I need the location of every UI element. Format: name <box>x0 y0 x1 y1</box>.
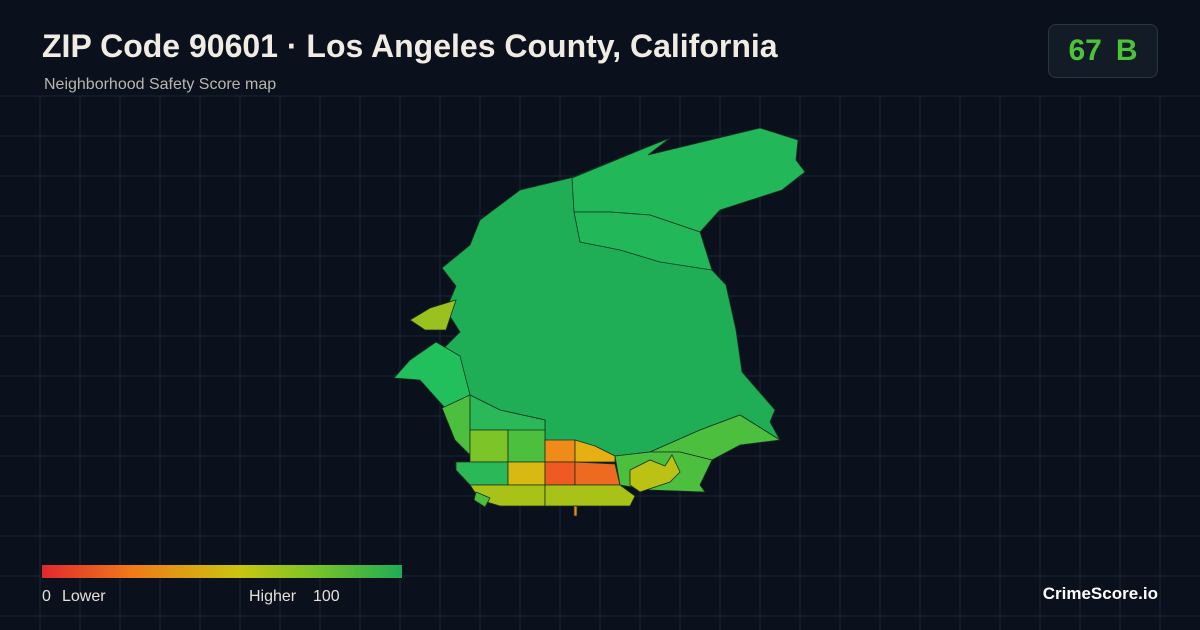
area <box>573 211 713 271</box>
grid <box>0 95 1200 630</box>
area <box>507 429 546 463</box>
area <box>544 484 636 507</box>
score-badge: 67 B <box>1048 24 1158 78</box>
area <box>455 461 509 486</box>
neighborhoods <box>393 127 806 517</box>
legend-min-label: Lower <box>62 588 106 605</box>
area <box>574 439 616 463</box>
title: ZIP Code 90601 · Los Angeles County, Cal… <box>42 28 778 64</box>
legend-bar <box>42 565 402 578</box>
legend-max-label: Higher <box>249 588 297 605</box>
legend-max: 100 <box>313 588 340 605</box>
area <box>544 439 576 463</box>
area <box>573 505 578 517</box>
area <box>629 454 681 493</box>
area <box>507 461 546 486</box>
area <box>393 341 471 409</box>
grade: B <box>1115 34 1138 67</box>
score: 67 <box>1068 34 1102 67</box>
area <box>473 491 491 508</box>
area <box>574 461 621 486</box>
brand: CrimeScore.io <box>1042 584 1158 603</box>
area <box>409 299 457 331</box>
subtitle: Neighborhood Safety Score map <box>44 76 277 93</box>
legend-min: 0 <box>42 588 51 605</box>
area <box>544 461 576 486</box>
area <box>469 429 509 463</box>
